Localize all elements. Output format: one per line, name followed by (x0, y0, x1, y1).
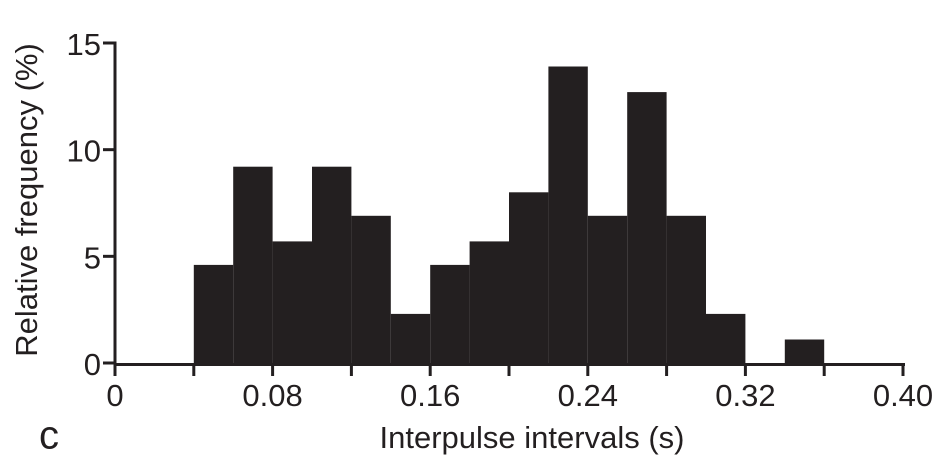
histogram-bar (272, 241, 312, 366)
histogram-bar (548, 66, 588, 366)
x-tick-label: 0.32 (715, 378, 775, 413)
histogram-bar (784, 339, 825, 366)
panel-label: c (39, 413, 59, 458)
histogram-bar (390, 313, 431, 366)
histogram-bar (509, 192, 549, 366)
histogram-bar (193, 264, 234, 366)
histogram-bar (627, 92, 667, 366)
x-tick-label: 0.24 (558, 378, 618, 413)
x-axis-title: Interpulse intervals (s) (379, 420, 685, 455)
histogram-bar (351, 215, 391, 366)
histogram-bar (666, 215, 706, 366)
y-tick-label: 0 (84, 347, 101, 382)
histogram-bar (706, 313, 746, 366)
histogram-bar (469, 241, 509, 366)
y-tick-label: 10 (67, 134, 101, 169)
x-tick-label: 0.08 (242, 378, 302, 413)
histogram-bar (312, 166, 352, 366)
x-tick-label: 0.16 (400, 378, 460, 413)
y-axis-title: Relative frequency (%) (9, 43, 44, 357)
x-tick-label: 0 (106, 378, 123, 413)
y-tick-label: 15 (67, 27, 101, 62)
histogram-bar (430, 264, 470, 366)
histogram-bar (233, 166, 273, 366)
x-tick-label: 0.40 (873, 378, 933, 413)
y-tick-label: 5 (84, 240, 101, 275)
histogram-bar (587, 215, 628, 366)
